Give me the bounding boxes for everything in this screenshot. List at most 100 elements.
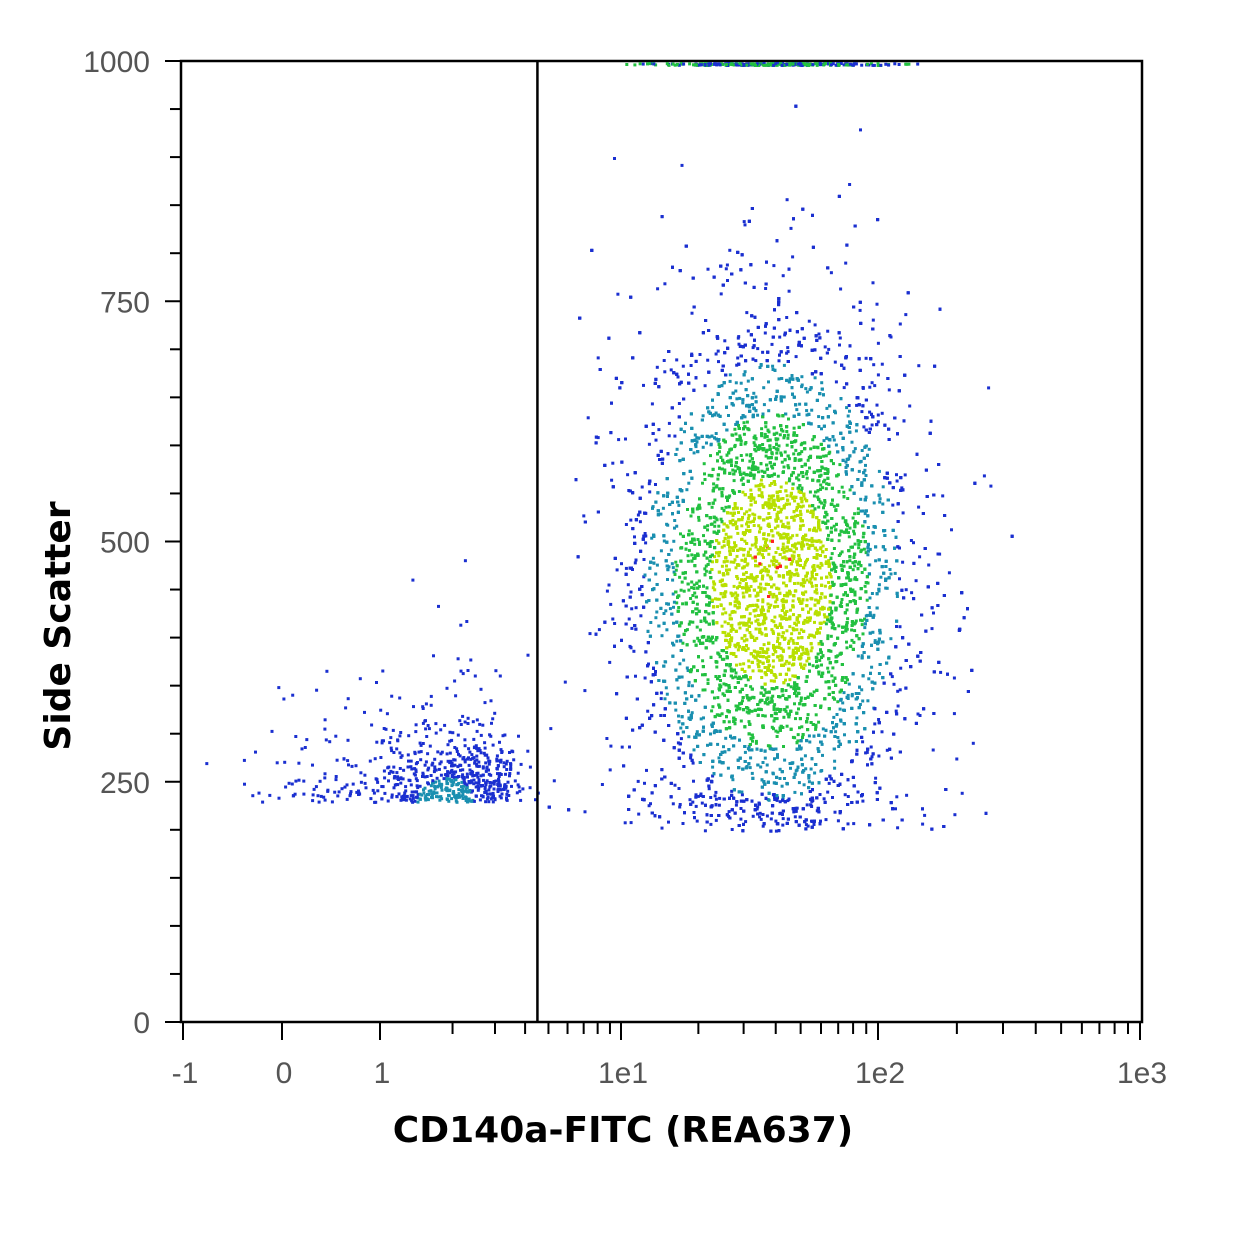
dot <box>753 542 757 546</box>
dot <box>819 561 823 565</box>
dot <box>681 602 685 606</box>
dot <box>811 515 815 519</box>
dot <box>793 514 797 518</box>
dot <box>803 618 807 622</box>
dot <box>813 323 817 327</box>
dot <box>687 680 691 684</box>
dot <box>797 620 801 624</box>
dot <box>863 617 866 621</box>
dot <box>787 639 791 643</box>
dot <box>716 349 720 353</box>
dot <box>803 663 807 667</box>
dot <box>842 386 846 390</box>
dot <box>767 655 771 659</box>
dot <box>743 370 747 374</box>
dot <box>857 546 861 550</box>
dot <box>796 733 800 737</box>
dot <box>870 755 874 759</box>
dot <box>727 814 731 818</box>
dot <box>758 551 762 555</box>
dot <box>792 641 796 645</box>
dot <box>840 485 844 489</box>
dot <box>680 675 684 679</box>
dot <box>703 567 707 571</box>
dot <box>839 287 843 291</box>
dot <box>853 629 857 633</box>
dot <box>737 675 741 679</box>
dot <box>749 471 753 475</box>
dot <box>670 562 674 566</box>
dot <box>634 606 638 610</box>
dot <box>654 438 658 442</box>
dot <box>752 391 756 395</box>
dot <box>833 810 837 814</box>
dot <box>797 478 801 482</box>
dot <box>769 603 773 607</box>
dot <box>797 781 801 785</box>
dot <box>721 612 725 616</box>
dot <box>784 689 788 692</box>
dot <box>799 542 803 546</box>
dot <box>766 573 770 577</box>
dot <box>861 799 865 803</box>
dot <box>713 524 717 528</box>
dot <box>752 441 756 445</box>
dot <box>711 619 715 623</box>
dot <box>707 603 711 607</box>
dot <box>809 447 813 451</box>
dot <box>871 318 875 322</box>
dot <box>748 508 752 512</box>
dot <box>714 352 718 356</box>
dot <box>714 432 718 435</box>
dot <box>659 714 663 717</box>
dot <box>767 512 771 515</box>
dot <box>710 505 714 509</box>
dot <box>782 715 786 719</box>
dot <box>727 720 731 724</box>
dot <box>783 504 786 508</box>
dot <box>756 445 759 449</box>
dot <box>742 623 746 627</box>
dot <box>713 498 717 502</box>
dot <box>792 557 796 561</box>
dot <box>757 524 761 528</box>
dot <box>757 494 761 498</box>
dot <box>827 781 831 785</box>
dot <box>883 548 887 552</box>
dot <box>626 583 630 587</box>
dot <box>794 689 797 693</box>
dot <box>896 689 900 693</box>
dot <box>785 443 789 447</box>
dot <box>613 622 617 625</box>
dot <box>701 688 705 692</box>
dot <box>866 699 870 703</box>
dot <box>836 819 840 823</box>
dot <box>807 319 811 323</box>
dot <box>800 725 804 729</box>
dot <box>722 607 726 611</box>
dot <box>677 714 680 718</box>
dot <box>754 619 758 623</box>
dot <box>846 414 850 418</box>
dot <box>741 579 745 582</box>
dot <box>675 601 679 605</box>
dot <box>832 524 836 528</box>
dot <box>816 495 820 499</box>
dot <box>751 346 755 350</box>
dot <box>739 439 743 443</box>
dot <box>680 580 684 584</box>
dot <box>674 708 678 712</box>
dot <box>830 674 834 678</box>
dot <box>816 652 820 656</box>
dot <box>645 768 648 772</box>
dot <box>627 617 631 621</box>
dot <box>728 645 732 649</box>
dot <box>767 798 771 802</box>
dot <box>739 507 743 511</box>
dot <box>763 331 767 335</box>
dot <box>905 793 909 797</box>
dot <box>673 519 677 522</box>
dot <box>677 503 681 507</box>
dot <box>768 483 772 487</box>
dot <box>629 590 633 594</box>
